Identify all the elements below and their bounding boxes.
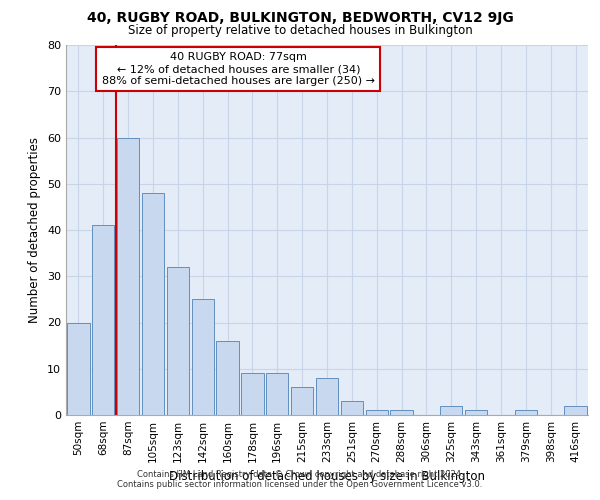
Bar bbox=[440, 406, 463, 415]
Text: 40 RUGBY ROAD: 77sqm
← 12% of detached houses are smaller (34)
88% of semi-detac: 40 RUGBY ROAD: 77sqm ← 12% of detached h… bbox=[102, 52, 375, 86]
Bar bbox=[191, 300, 214, 415]
Bar bbox=[92, 226, 115, 415]
Bar bbox=[316, 378, 338, 415]
Bar bbox=[515, 410, 537, 415]
Y-axis label: Number of detached properties: Number of detached properties bbox=[28, 137, 41, 323]
Bar bbox=[117, 138, 139, 415]
Text: Size of property relative to detached houses in Bulkington: Size of property relative to detached ho… bbox=[128, 24, 472, 37]
Bar bbox=[167, 267, 189, 415]
Bar bbox=[67, 322, 89, 415]
Bar bbox=[217, 341, 239, 415]
Bar bbox=[391, 410, 413, 415]
X-axis label: Distribution of detached houses by size in Bulkington: Distribution of detached houses by size … bbox=[169, 470, 485, 484]
Bar bbox=[365, 410, 388, 415]
Bar bbox=[565, 406, 587, 415]
Bar bbox=[266, 374, 289, 415]
Text: 40, RUGBY ROAD, BULKINGTON, BEDWORTH, CV12 9JG: 40, RUGBY ROAD, BULKINGTON, BEDWORTH, CV… bbox=[86, 11, 514, 25]
Bar bbox=[341, 401, 363, 415]
Bar bbox=[142, 193, 164, 415]
Bar bbox=[241, 374, 263, 415]
Text: Contains HM Land Registry data © Crown copyright and database right 2024.
Contai: Contains HM Land Registry data © Crown c… bbox=[118, 470, 482, 489]
Bar bbox=[291, 387, 313, 415]
Bar bbox=[465, 410, 487, 415]
